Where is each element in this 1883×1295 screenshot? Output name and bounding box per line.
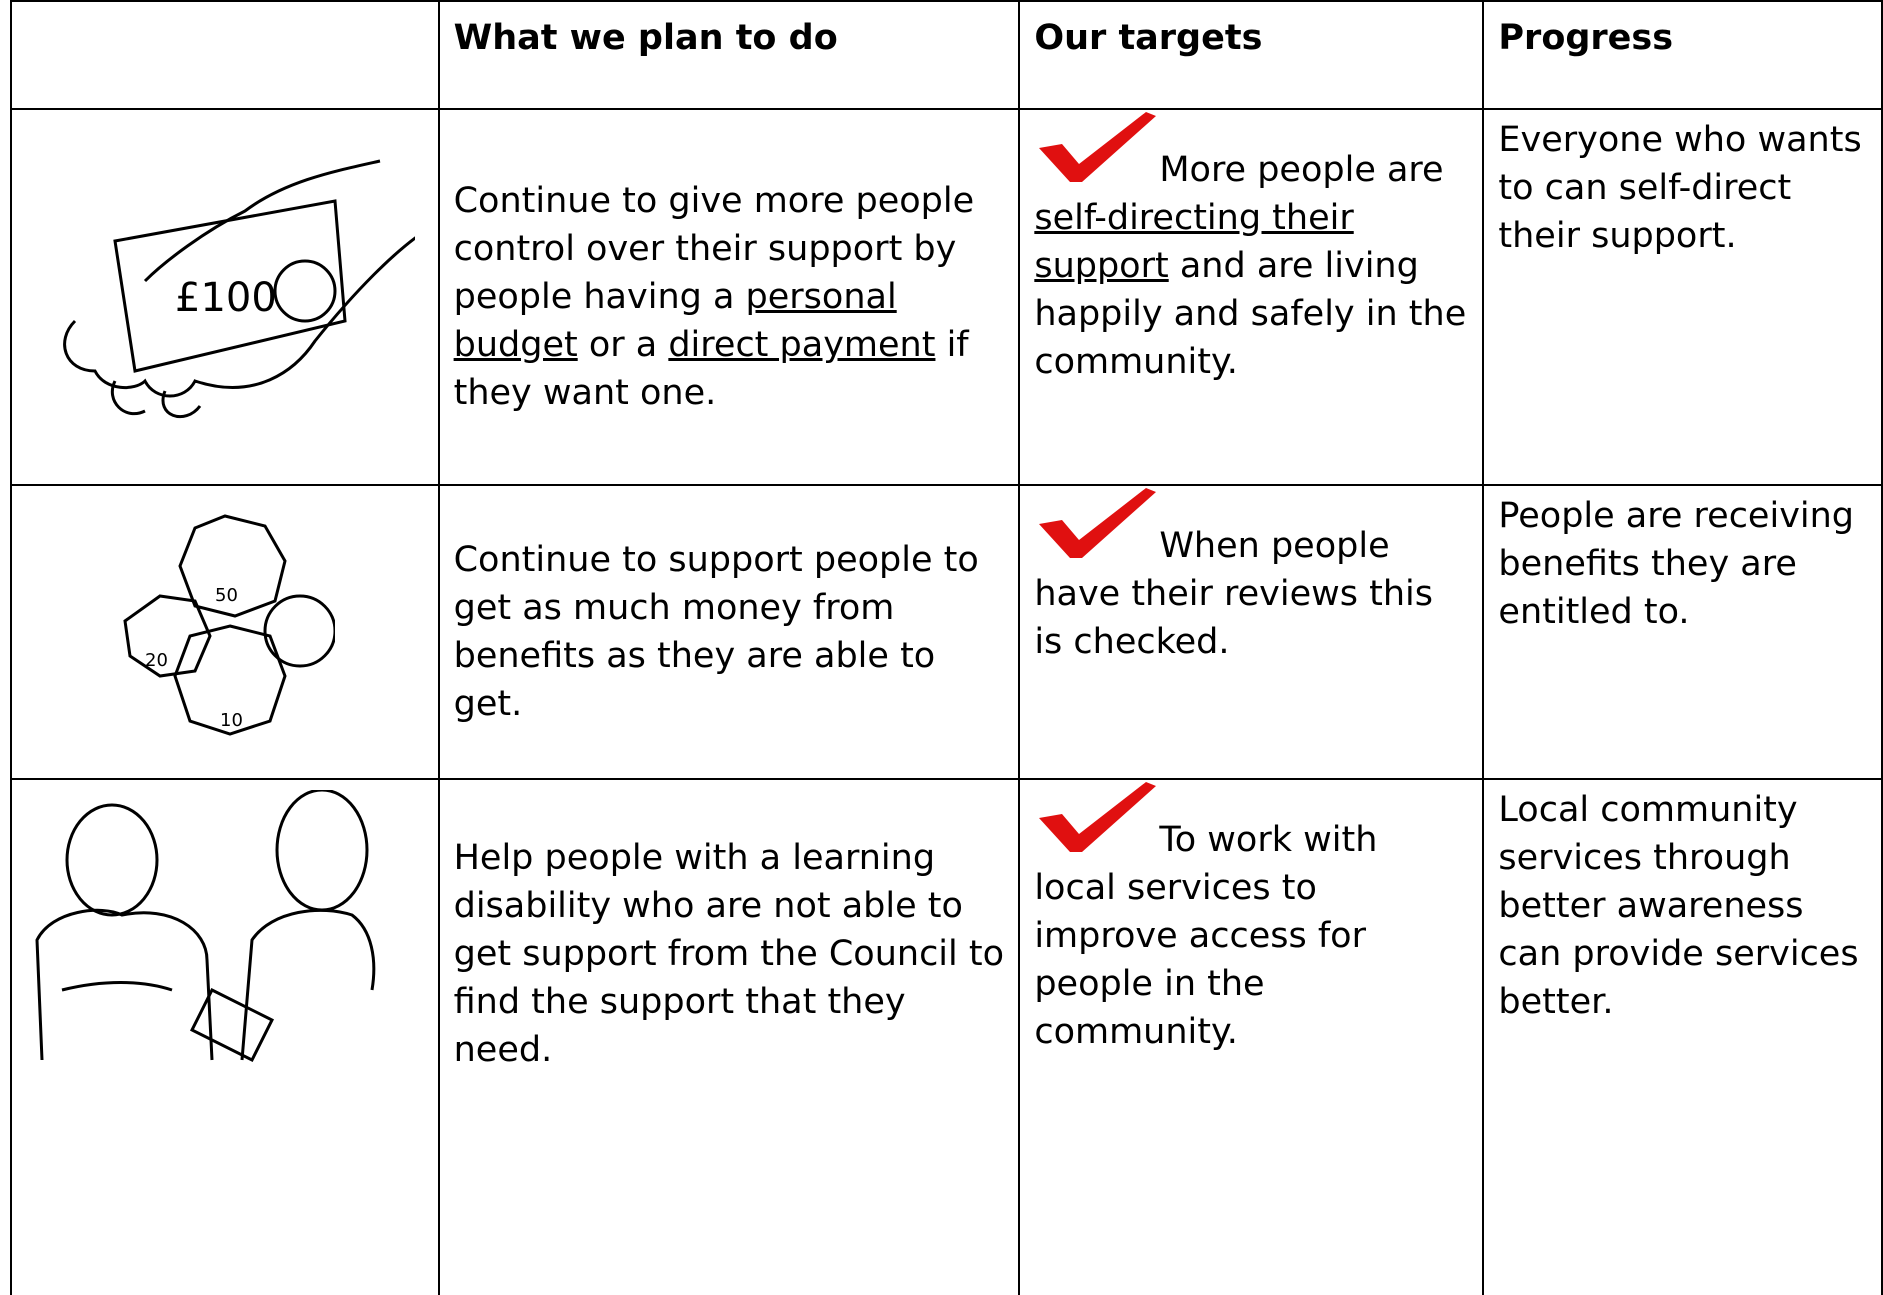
money-hand-illustration: £100 bbox=[63, 159, 426, 418]
target-text: To work with local services to improve a… bbox=[1034, 820, 1378, 1052]
image-cell: 50 20 10 bbox=[10, 484, 440, 780]
empty-header bbox=[10, 0, 440, 110]
target-cell: More people are self-directing their sup… bbox=[1018, 108, 1485, 486]
header-cell: Our targets bbox=[1018, 0, 1485, 110]
row: 50 20 10 Continue to support people to g… bbox=[10, 484, 1883, 780]
row: Help people with a learning disability w… bbox=[10, 778, 1883, 1295]
progress-cell: Everyone who wants to can self-direct th… bbox=[1482, 108, 1883, 486]
plan-cell: Continue to support people to get as muc… bbox=[437, 484, 1021, 780]
target-link: self-directing their support bbox=[1034, 198, 1354, 286]
check-mark bbox=[1039, 112, 1157, 182]
progress-cell: Local community services through better … bbox=[1482, 778, 1883, 1295]
plan-cell: Help people with a learning disability w… bbox=[437, 778, 1021, 1295]
plan-cell: Continue to give more people control ove… bbox=[437, 108, 1021, 486]
target-text: and are living happily and safely in the… bbox=[1034, 246, 1467, 382]
svg-text:50: 50 bbox=[215, 585, 238, 606]
plan-text: or a bbox=[577, 325, 669, 365]
plan-text: Help people with a learning disability w… bbox=[453, 838, 1005, 1070]
header-row: What we plan to do Our targets Progress bbox=[10, 0, 1883, 110]
progress-cell: People are receiving benefits they are e… bbox=[1482, 484, 1883, 780]
plan-text: if they want one. bbox=[453, 325, 969, 413]
header-cell: What we plan to do bbox=[437, 0, 1021, 110]
row: £100 Continue to give more people contro… bbox=[10, 108, 1883, 486]
header-cell: Progress bbox=[1482, 0, 1883, 110]
coins-illustration: 50 20 10 bbox=[123, 513, 337, 736]
image-cell bbox=[10, 778, 440, 1295]
plan-text: Continue to support people to get as muc… bbox=[453, 540, 979, 724]
svg-text:20: 20 bbox=[145, 650, 168, 671]
target-cell: When people have their reviews this is c… bbox=[1018, 484, 1485, 780]
plan-link: direct payment bbox=[668, 325, 936, 365]
svg-text:10: 10 bbox=[220, 710, 243, 731]
check-mark bbox=[1039, 782, 1157, 852]
people-illustration bbox=[35, 788, 376, 1063]
svg-text:£100: £100 bbox=[175, 275, 277, 321]
image-cell: £100 bbox=[10, 108, 440, 486]
check-mark bbox=[1039, 488, 1157, 558]
target-text: More people are bbox=[1159, 150, 1444, 190]
target-text: When people have their reviews this is c… bbox=[1034, 526, 1433, 662]
plan-text: Continue to give more people control ove… bbox=[453, 181, 975, 317]
target-cell: To work with local services to improve a… bbox=[1018, 778, 1485, 1295]
plan-link: personal budget bbox=[453, 277, 897, 365]
plan-table: What we plan to do Our targets Progress … bbox=[10, 0, 1883, 1295]
